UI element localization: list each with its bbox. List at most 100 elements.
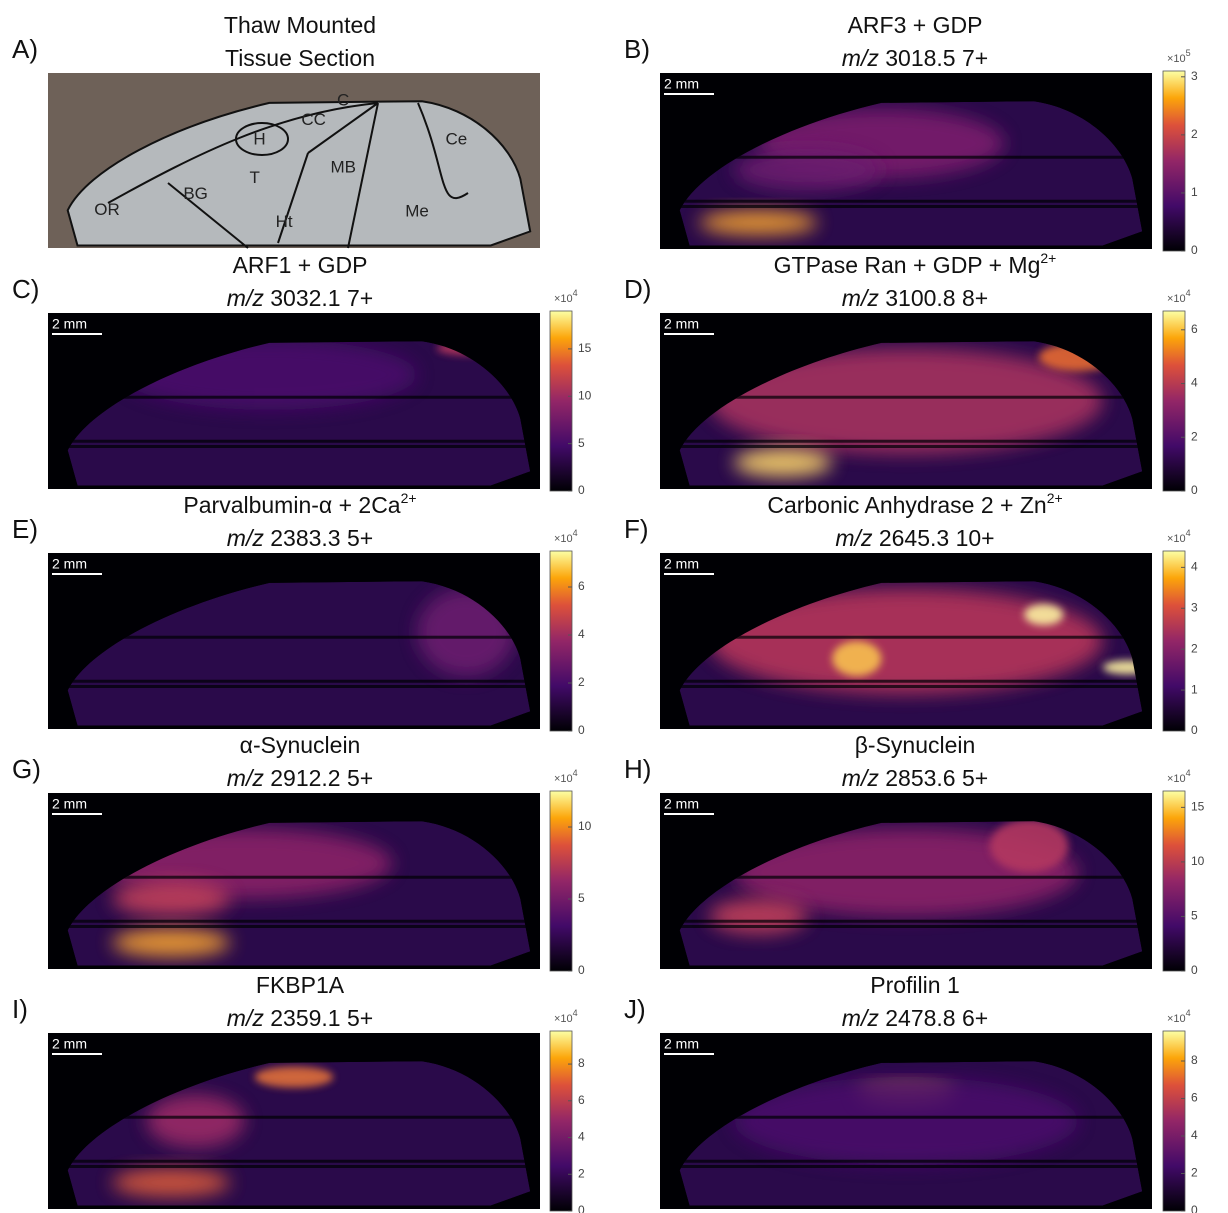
panel-title: α-Synuclein xyxy=(240,732,361,758)
colorbar-tick-label: 4 xyxy=(578,627,585,641)
panel-letter: J) xyxy=(624,994,646,1024)
region-label: CC xyxy=(301,110,326,129)
colorbar-tick-label: 5 xyxy=(1191,909,1198,923)
colorbar-tick-label: 8 xyxy=(1191,1053,1198,1067)
title-text: ARF1 + GDP xyxy=(233,252,368,278)
panel-letter: H) xyxy=(624,754,651,784)
scan-line xyxy=(660,1160,1152,1163)
panel-title: Parvalbumin-α + 2Ca2+ xyxy=(183,490,416,518)
panel-title: FKBP1A xyxy=(256,972,345,998)
colorbar-multiplier: ×104 xyxy=(554,1008,578,1025)
mz-value: 2853.6 5+ xyxy=(885,765,988,791)
colorbar-tick-label: 2 xyxy=(1191,1166,1198,1180)
colorbar-tick-label: 0 xyxy=(578,1203,585,1213)
colorbar-tick-label: 0 xyxy=(578,963,585,977)
colorbar-multiplier: ×104 xyxy=(1167,1008,1191,1025)
scale-bar-label: 2 mm xyxy=(664,1036,699,1052)
panel-title: β-Synuclein xyxy=(855,732,976,758)
colorbar xyxy=(550,311,572,491)
multiplier-base: ×10 xyxy=(1167,773,1186,785)
colorbar-tick-label: 3 xyxy=(1191,69,1198,83)
multiplier-power: 5 xyxy=(1186,48,1191,58)
title-sup: 2+ xyxy=(401,490,417,506)
mz-label: m/z xyxy=(227,1005,265,1031)
title-sup: 2+ xyxy=(1047,490,1063,506)
panel-subtitle: m/z 3032.1 7+ xyxy=(227,285,373,311)
mz-value: 2478.8 6+ xyxy=(885,1005,988,1031)
scan-line xyxy=(660,920,1152,923)
colorbar-tick-label: 5 xyxy=(578,891,585,905)
mz-label: m/z xyxy=(842,45,880,71)
hotspot xyxy=(699,210,817,235)
multiplier-power: 4 xyxy=(1186,288,1191,298)
colorbar-tick-label: 6 xyxy=(578,1093,585,1107)
colorbar-tick-label: 0 xyxy=(1191,1203,1198,1213)
hotspot xyxy=(1024,604,1063,625)
scale-bar-label: 2 mm xyxy=(52,316,87,332)
hotspot xyxy=(112,1169,230,1197)
scan-line xyxy=(48,1165,540,1168)
mz-value: 2645.3 10+ xyxy=(879,525,995,551)
colorbar-tick-label: 2 xyxy=(1191,429,1198,443)
multiplier-power: 4 xyxy=(573,528,578,538)
title-text: ARF3 + GDP xyxy=(848,12,983,38)
multiplier-base: ×10 xyxy=(554,773,573,785)
scan-line xyxy=(660,205,1152,208)
scale-bar-label: 2 mm xyxy=(664,556,699,572)
subtitle-text: Tissue Section xyxy=(225,45,375,71)
colorbar-tick-label: 10 xyxy=(578,819,592,833)
title-text: Carbonic Anhydrase 2 + Zn xyxy=(767,492,1046,518)
colorbar xyxy=(1163,791,1185,971)
scan-line xyxy=(48,925,540,928)
colorbar-tick-label: 0 xyxy=(1191,243,1198,257)
scan-line xyxy=(660,445,1152,448)
colorbar-multiplier: ×104 xyxy=(554,528,578,545)
region-label: BG xyxy=(183,184,208,203)
panel-letter: D) xyxy=(624,274,651,304)
colorbar-tick-label: 0 xyxy=(1191,483,1198,497)
colorbar-tick-label: 8 xyxy=(578,1056,585,1070)
multiplier-power: 4 xyxy=(1186,768,1191,778)
title-text: α-Synuclein xyxy=(240,732,361,758)
colorbar-multiplier: ×104 xyxy=(554,288,578,305)
colorbar xyxy=(550,551,572,731)
colorbar-tick-label: 10 xyxy=(578,388,592,402)
panel-title: Carbonic Anhydrase 2 + Zn2+ xyxy=(767,490,1062,518)
mz-value: 3018.5 7+ xyxy=(885,45,988,71)
panel-title: GTPase Ran + GDP + Mg2+ xyxy=(774,250,1057,278)
scan-line xyxy=(660,1165,1152,1168)
mz-value: 2912.2 5+ xyxy=(270,765,373,791)
scan-line xyxy=(48,680,540,683)
panel-subtitle: m/z 2853.6 5+ xyxy=(842,765,988,791)
colorbar-tick-label: 0 xyxy=(578,483,585,497)
hotspot xyxy=(255,1066,334,1087)
colorbar-tick-label: 6 xyxy=(1191,1091,1198,1105)
scan-line xyxy=(48,1160,540,1163)
scan-line xyxy=(660,925,1152,928)
scale-bar-label: 2 mm xyxy=(52,796,87,812)
hotspot xyxy=(709,899,807,934)
hotspot xyxy=(734,449,832,477)
scan-line xyxy=(48,920,540,923)
region-label: H xyxy=(253,129,265,148)
colorbar-tick-label: 6 xyxy=(1191,322,1198,336)
colorbar-tick-label: 2 xyxy=(1191,641,1198,655)
scan-line xyxy=(660,685,1152,688)
scale-bar-label: 2 mm xyxy=(664,796,699,812)
scan-line xyxy=(48,445,540,448)
panel-subtitle: m/z 2478.8 6+ xyxy=(842,1005,988,1031)
multiplier-base: ×10 xyxy=(1167,1013,1186,1025)
mz-label: m/z xyxy=(842,285,880,311)
title-text: FKBP1A xyxy=(256,972,345,998)
region-label: OR xyxy=(94,200,120,219)
colorbar-tick-label: 1 xyxy=(1191,682,1198,696)
mz-label: m/z xyxy=(842,765,880,791)
colorbar-tick-label: 15 xyxy=(1191,800,1205,814)
colorbar-tick-label: 4 xyxy=(578,1130,585,1144)
panel-letter: G) xyxy=(12,754,41,784)
multiplier-base: ×10 xyxy=(554,1013,573,1025)
multiplier-power: 4 xyxy=(573,768,578,778)
hotspot xyxy=(734,149,882,191)
mz-label: m/z xyxy=(842,1005,880,1031)
colorbar-tick-label: 0 xyxy=(1191,723,1198,737)
